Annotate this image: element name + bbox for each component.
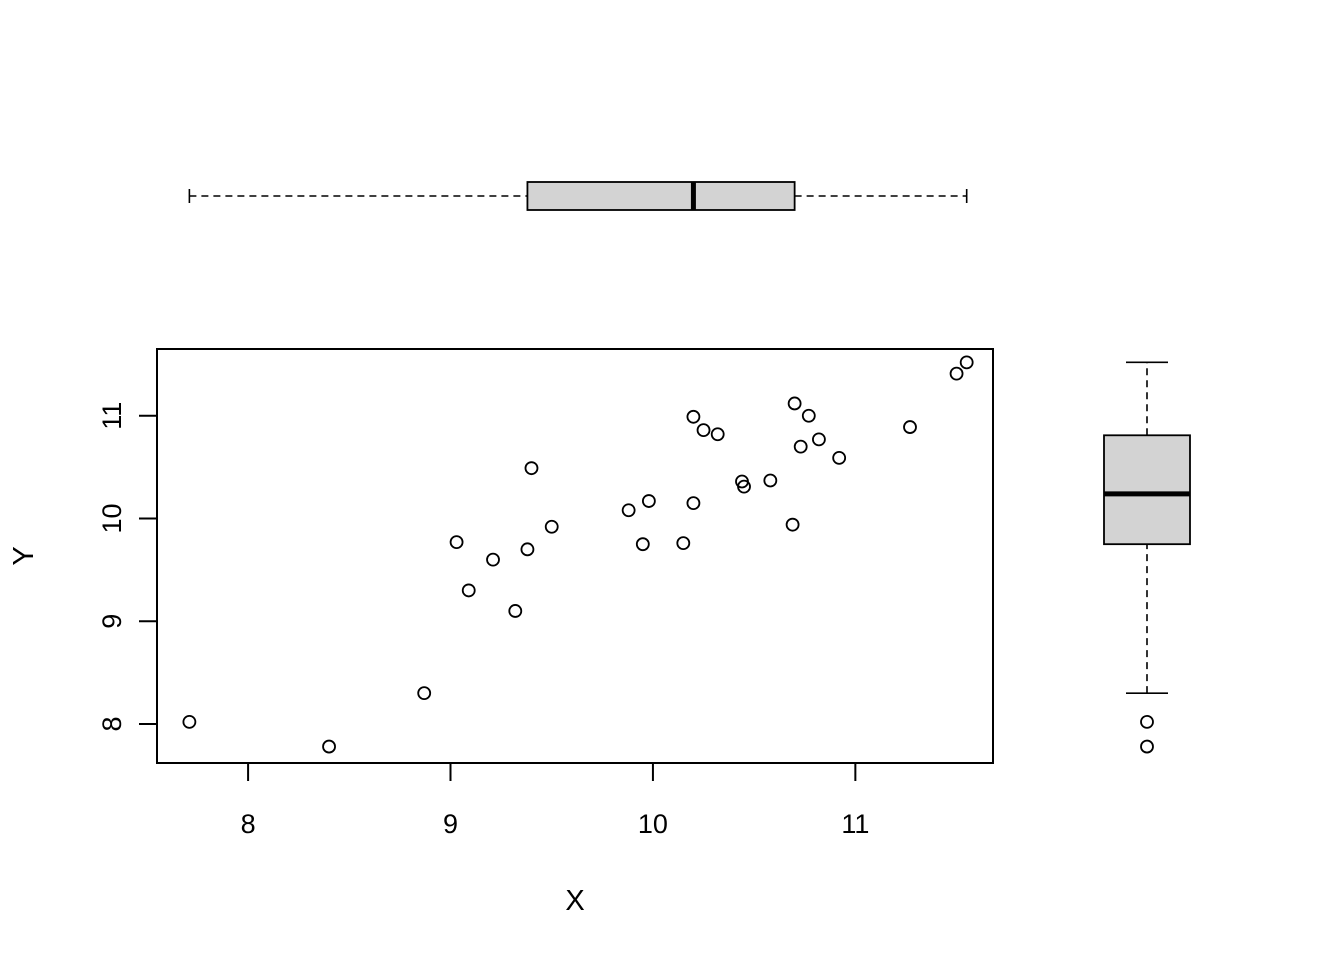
scatter-point bbox=[903, 420, 917, 434]
scatter-point bbox=[322, 739, 336, 754]
scatter-point bbox=[959, 355, 974, 370]
y-boxplot bbox=[1103, 361, 1191, 754]
scatter-point bbox=[520, 542, 535, 557]
plot-frame bbox=[156, 348, 994, 764]
x-tick-label: 11 bbox=[841, 809, 869, 839]
y-tick-label: 11 bbox=[97, 402, 127, 430]
scatter-point bbox=[710, 427, 725, 442]
scatter-point bbox=[621, 503, 636, 518]
scatter-point bbox=[486, 552, 500, 567]
x-tick-label: 9 bbox=[443, 809, 458, 839]
scatter-points bbox=[182, 355, 974, 754]
x-axis: 8 9 10 11 bbox=[241, 762, 869, 839]
scatter-point bbox=[763, 473, 778, 488]
scatter-point bbox=[801, 408, 816, 423]
y-axis: 8 9 10 11 bbox=[97, 402, 158, 731]
scatter-point bbox=[787, 396, 802, 411]
y-tick-label: 10 bbox=[97, 503, 127, 533]
scatter-point bbox=[832, 450, 847, 465]
scatter-point bbox=[417, 686, 432, 701]
scatter-point bbox=[686, 496, 701, 510]
scatter-point bbox=[635, 537, 650, 552]
scatter-point bbox=[785, 517, 800, 532]
x-box bbox=[526, 181, 796, 211]
scatter-point bbox=[676, 536, 691, 551]
scatter-point bbox=[793, 439, 808, 454]
x-boxplot bbox=[188, 181, 968, 211]
scatter-point bbox=[461, 583, 476, 598]
x-tick-label: 10 bbox=[638, 809, 668, 839]
scatter-point bbox=[508, 604, 523, 618]
x-axis-title: X bbox=[565, 885, 584, 917]
scatter-plot: 8 9 10 11 8 9 10 11 X Y bbox=[8, 348, 994, 917]
y-outlier-point bbox=[1140, 715, 1154, 729]
y-box bbox=[1103, 434, 1191, 546]
scatter-point bbox=[449, 535, 464, 550]
scatter-point bbox=[696, 423, 711, 438]
y-outlier-point bbox=[1140, 739, 1154, 754]
scatter-point bbox=[182, 715, 197, 729]
y-tick-label: 9 bbox=[97, 614, 127, 629]
scatter-point bbox=[641, 494, 656, 508]
y-axis-title: Y bbox=[8, 546, 40, 565]
scatter-point bbox=[686, 409, 701, 424]
scatter-point bbox=[524, 461, 539, 476]
scatter-point bbox=[812, 432, 826, 447]
x-tick-label: 8 bbox=[241, 809, 256, 839]
scatter-point bbox=[737, 479, 751, 494]
scatter-point bbox=[949, 366, 964, 381]
scatter-point bbox=[544, 519, 559, 534]
y-tick-label: 8 bbox=[97, 716, 127, 731]
